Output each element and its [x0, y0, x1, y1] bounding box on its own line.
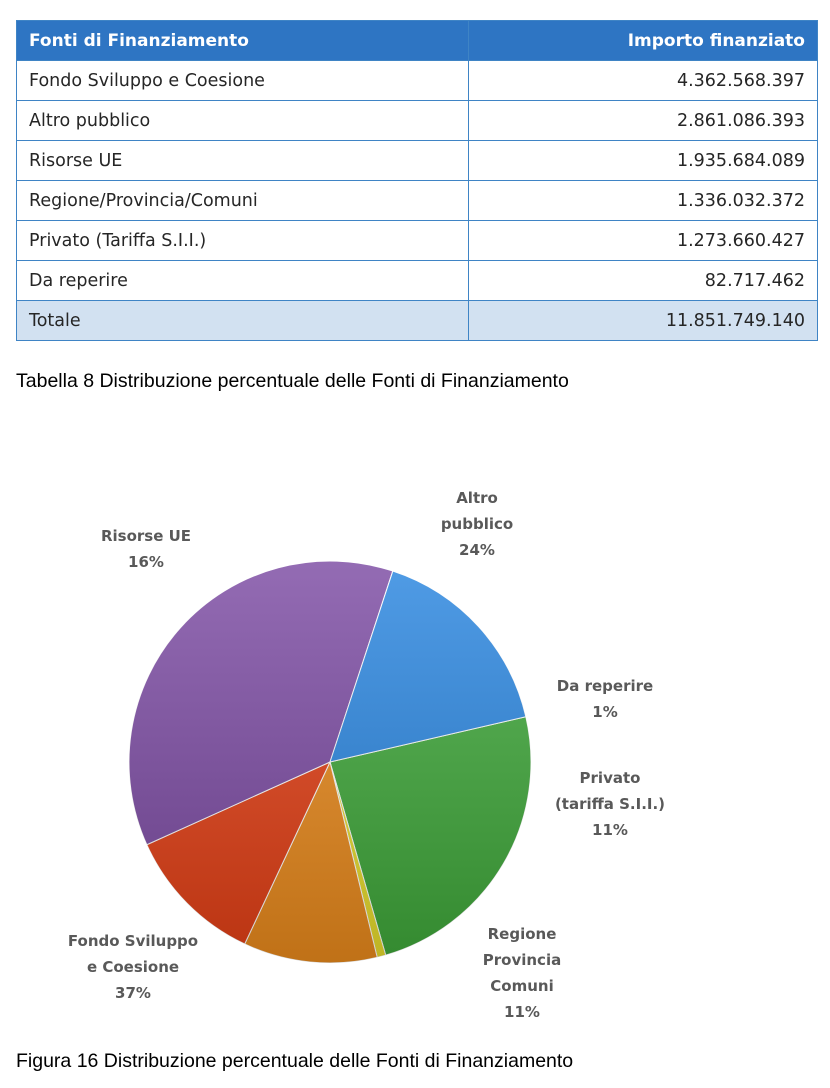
pie-label-line: Altro	[456, 489, 498, 507]
pie-label-line: 16%	[128, 553, 164, 571]
funding-pie-chart: Altro pubblico 24% Da reperire 1% Privato (tar…	[0, 440, 830, 1040]
pie-label-line: Regione	[488, 925, 557, 943]
pie-label-line: Privato	[580, 769, 641, 787]
column-header-source: Fonti di Finanziamento	[17, 21, 469, 61]
table-row: Da reperire 82.717.462	[17, 261, 818, 301]
pie-label-line: Risorse UE	[101, 527, 191, 545]
row-amount-value: 2.861.086.393	[469, 101, 818, 141]
pie-label-line: Comuni	[490, 977, 553, 995]
table-caption: Tabella 8 Distribuzione percentuale dell…	[16, 370, 569, 393]
pie-label-line: Provincia	[483, 951, 561, 969]
column-header-amount: Importo finanziato	[469, 21, 818, 61]
row-source-label: Fondo Sviluppo e Coesione	[17, 61, 469, 101]
table-row: Risorse UE 1.935.684.089	[17, 141, 818, 181]
row-source-label: Privato (Tariffa S.I.I.)	[17, 221, 469, 261]
row-source-label: Da reperire	[17, 261, 469, 301]
table-header-row: Fonti di Finanziamento Importo finanziat…	[17, 21, 818, 61]
pie-label-privato: Privato (tariffa S.I.I.) 11%	[555, 769, 665, 839]
row-amount-value: 1.273.660.427	[469, 221, 818, 261]
row-amount-value: 1.336.032.372	[469, 181, 818, 221]
table-total-row: Totale 11.851.749.140	[17, 301, 818, 341]
pie-label-line: 11%	[592, 821, 628, 839]
table-row: Altro pubblico 2.861.086.393	[17, 101, 818, 141]
row-amount-value: 4.362.568.397	[469, 61, 818, 101]
row-amount-value: 82.717.462	[469, 261, 818, 301]
total-label: Totale	[17, 301, 469, 341]
pie-label-altro-pubblico: Altro pubblico 24%	[441, 489, 513, 559]
pie-label-line: e Coesione	[87, 958, 179, 976]
row-amount-value: 1.935.684.089	[469, 141, 818, 181]
row-source-label: Risorse UE	[17, 141, 469, 181]
pie-label-line: (tariffa S.I.I.)	[555, 795, 665, 813]
row-source-label: Altro pubblico	[17, 101, 469, 141]
pie-label-line: 11%	[504, 1003, 540, 1021]
figure-caption: Figura 16 Distribuzione percentuale dell…	[16, 1050, 573, 1073]
pie-label-line: Fondo Sviluppo	[68, 932, 198, 950]
pie-label-line: 1%	[592, 703, 617, 721]
pie-label-fondo-sviluppo-coesione: Fondo Sviluppo e Coesione 37%	[68, 932, 198, 1002]
pie-label-regione-provincia-comuni: Regione Provincia Comuni 11%	[483, 925, 561, 1021]
pie-label-da-reperire: Da reperire 1%	[557, 677, 653, 721]
row-source-label: Regione/Provincia/Comuni	[17, 181, 469, 221]
pie-label-risorse-ue: Risorse UE 16%	[101, 527, 191, 571]
pie-label-line: 24%	[459, 541, 495, 559]
funding-table: Fonti di Finanziamento Importo finanziat…	[16, 20, 818, 341]
pie-label-line: Da reperire	[557, 677, 653, 695]
table-row: Privato (Tariffa S.I.I.) 1.273.660.427	[17, 221, 818, 261]
pie-label-line: 37%	[115, 984, 151, 1002]
table-row: Fondo Sviluppo e Coesione 4.362.568.397	[17, 61, 818, 101]
total-amount-value: 11.851.749.140	[469, 301, 818, 341]
table-row: Regione/Provincia/Comuni 1.336.032.372	[17, 181, 818, 221]
pie-label-line: pubblico	[441, 515, 513, 533]
